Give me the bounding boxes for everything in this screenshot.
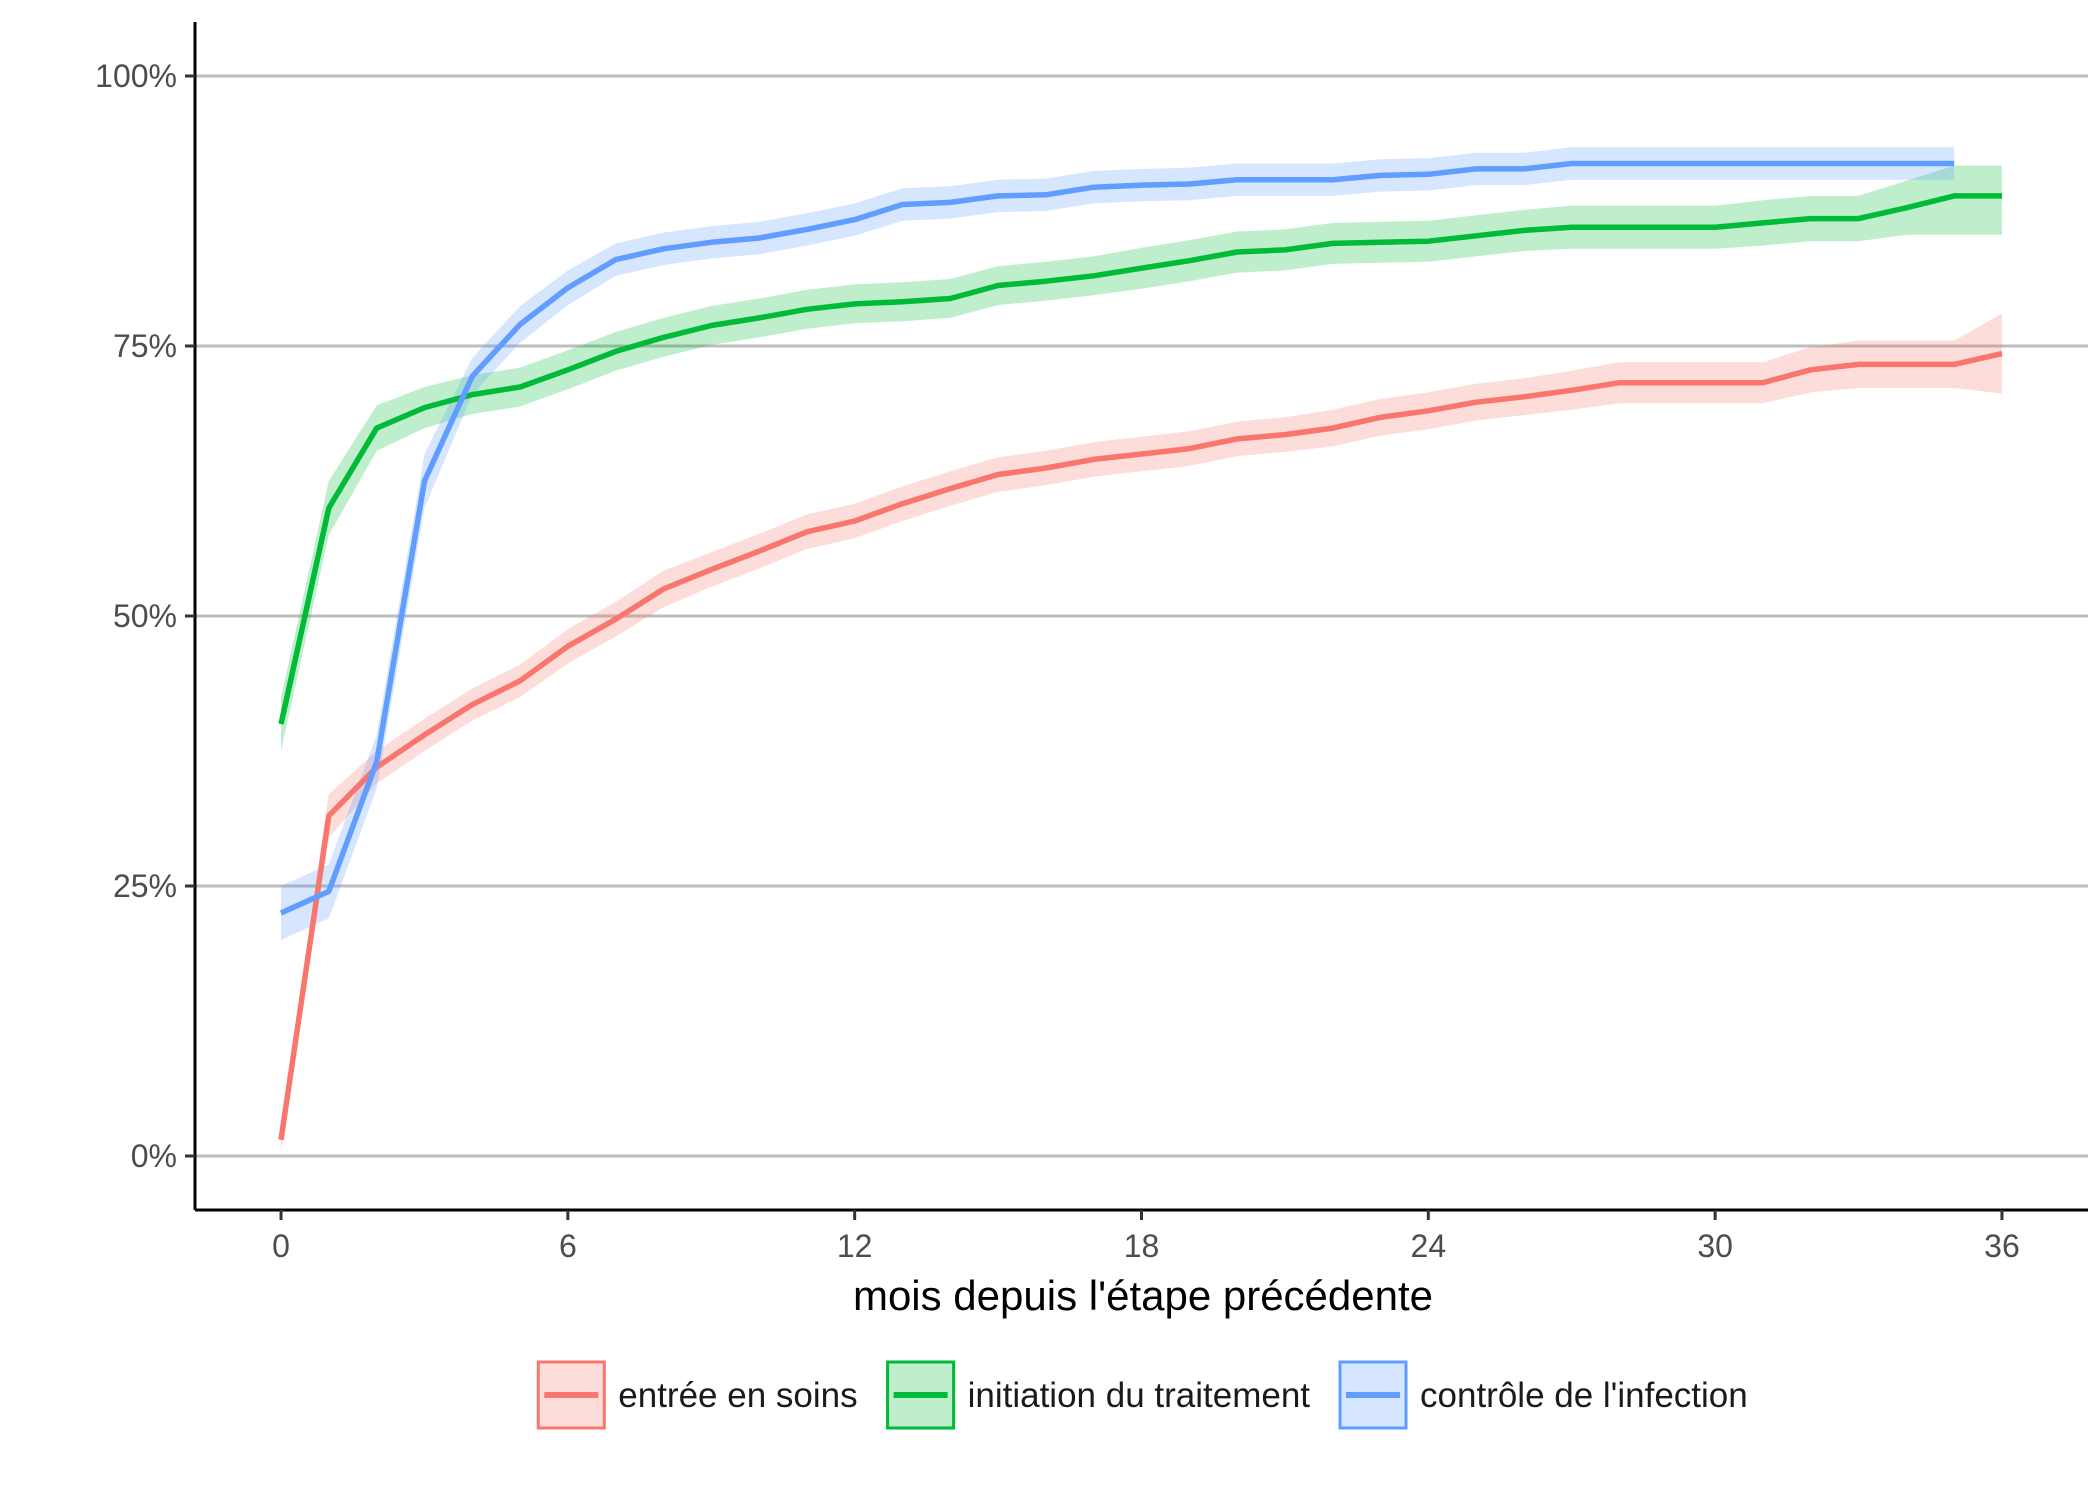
legend: entrée en soins initiation du traitement c… bbox=[536, 1360, 1748, 1430]
x-tick-label: 36 bbox=[1984, 1228, 2020, 1264]
axes: 0% 25% 50% 75% 100% 0 6 12 18 24 30 36 bbox=[95, 22, 2088, 1264]
x-tick-label: 30 bbox=[1697, 1228, 1733, 1264]
y-tick-label: 50% bbox=[113, 598, 177, 634]
x-tick-label: 6 bbox=[559, 1228, 577, 1264]
confidence-band bbox=[281, 165, 2002, 752]
series-line bbox=[278, 350, 2003, 1141]
legend-item: contrôle de l'infection bbox=[1338, 1360, 1748, 1430]
x-tick-label: 24 bbox=[1411, 1228, 1447, 1264]
y-tick-label: 75% bbox=[113, 328, 177, 364]
legend-label: contrôle de l'infection bbox=[1420, 1376, 1748, 1415]
legend-label: initiation du traitement bbox=[968, 1376, 1311, 1415]
x-tick-label: 12 bbox=[837, 1228, 873, 1264]
y-tick-label: 0% bbox=[131, 1138, 177, 1174]
series-line bbox=[278, 193, 2002, 725]
confidence-bands bbox=[281, 147, 2002, 1151]
series-line bbox=[279, 160, 1955, 916]
x-tick-label: 0 bbox=[272, 1228, 290, 1264]
legend-item: entrée en soins bbox=[536, 1360, 858, 1430]
legend-item: initiation du traitement bbox=[886, 1360, 1311, 1430]
legend-label: entrée en soins bbox=[618, 1376, 857, 1415]
gridlines bbox=[195, 74, 2088, 1158]
x-tick-label: 18 bbox=[1124, 1228, 1160, 1264]
x-axis-title: mois depuis l'étape précédente bbox=[853, 1272, 1433, 1319]
y-tick-label: 25% bbox=[113, 868, 177, 904]
y-tick-label: 100% bbox=[95, 58, 177, 94]
series-lines bbox=[278, 160, 2003, 1141]
